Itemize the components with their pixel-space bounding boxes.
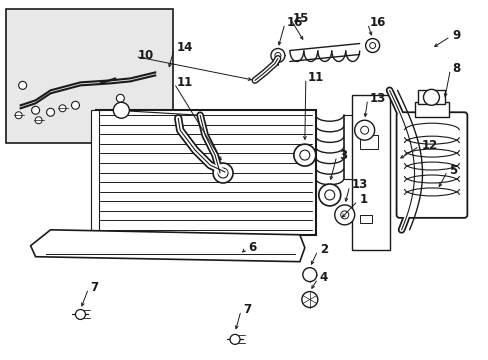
Bar bbox=[359, 135, 377, 149]
Circle shape bbox=[423, 89, 439, 105]
Circle shape bbox=[318, 184, 340, 206]
Circle shape bbox=[32, 106, 40, 114]
Text: 15: 15 bbox=[292, 12, 308, 25]
Text: 1: 1 bbox=[359, 193, 367, 206]
Circle shape bbox=[293, 144, 315, 166]
Circle shape bbox=[369, 42, 375, 49]
Text: 10: 10 bbox=[137, 49, 153, 62]
Circle shape bbox=[71, 101, 80, 109]
Bar bbox=[417, 90, 445, 104]
Circle shape bbox=[301, 292, 317, 307]
Bar bbox=[351, 95, 389, 250]
Text: 16: 16 bbox=[369, 16, 385, 29]
Text: 16: 16 bbox=[286, 16, 303, 29]
Circle shape bbox=[46, 108, 55, 116]
Circle shape bbox=[270, 49, 285, 62]
Circle shape bbox=[365, 39, 379, 53]
Bar bbox=[91, 110, 99, 235]
Circle shape bbox=[19, 81, 26, 89]
Text: 9: 9 bbox=[451, 29, 460, 42]
Circle shape bbox=[302, 268, 316, 282]
Text: 11: 11 bbox=[307, 71, 324, 84]
Circle shape bbox=[360, 126, 368, 134]
Text: 4: 4 bbox=[319, 271, 327, 284]
Bar bbox=[6, 9, 173, 143]
Circle shape bbox=[274, 53, 280, 58]
Circle shape bbox=[340, 211, 348, 219]
Text: 7: 7 bbox=[90, 281, 99, 294]
Circle shape bbox=[334, 205, 354, 225]
Circle shape bbox=[113, 102, 129, 118]
Circle shape bbox=[218, 168, 227, 178]
Text: 5: 5 bbox=[448, 163, 457, 176]
Circle shape bbox=[15, 112, 22, 119]
Bar bbox=[359, 215, 371, 223]
Text: 12: 12 bbox=[421, 139, 437, 152]
Text: 14: 14 bbox=[176, 41, 192, 54]
Circle shape bbox=[213, 163, 233, 183]
Bar bbox=[96, 110, 315, 235]
Text: 13: 13 bbox=[351, 179, 367, 192]
Text: 8: 8 bbox=[451, 62, 460, 75]
Circle shape bbox=[299, 150, 309, 160]
Text: 6: 6 bbox=[247, 241, 256, 254]
Circle shape bbox=[75, 310, 85, 319]
Circle shape bbox=[324, 190, 334, 200]
Circle shape bbox=[354, 120, 374, 140]
Text: 11: 11 bbox=[176, 76, 192, 89]
Circle shape bbox=[59, 105, 66, 112]
Text: 13: 13 bbox=[369, 92, 385, 105]
Bar bbox=[414, 102, 448, 117]
Circle shape bbox=[35, 117, 42, 124]
Circle shape bbox=[116, 94, 124, 102]
Polygon shape bbox=[31, 230, 304, 262]
Text: 3: 3 bbox=[338, 149, 346, 162]
Circle shape bbox=[229, 334, 240, 345]
FancyBboxPatch shape bbox=[396, 112, 467, 218]
Text: 7: 7 bbox=[243, 303, 251, 316]
Text: 2: 2 bbox=[319, 243, 327, 256]
